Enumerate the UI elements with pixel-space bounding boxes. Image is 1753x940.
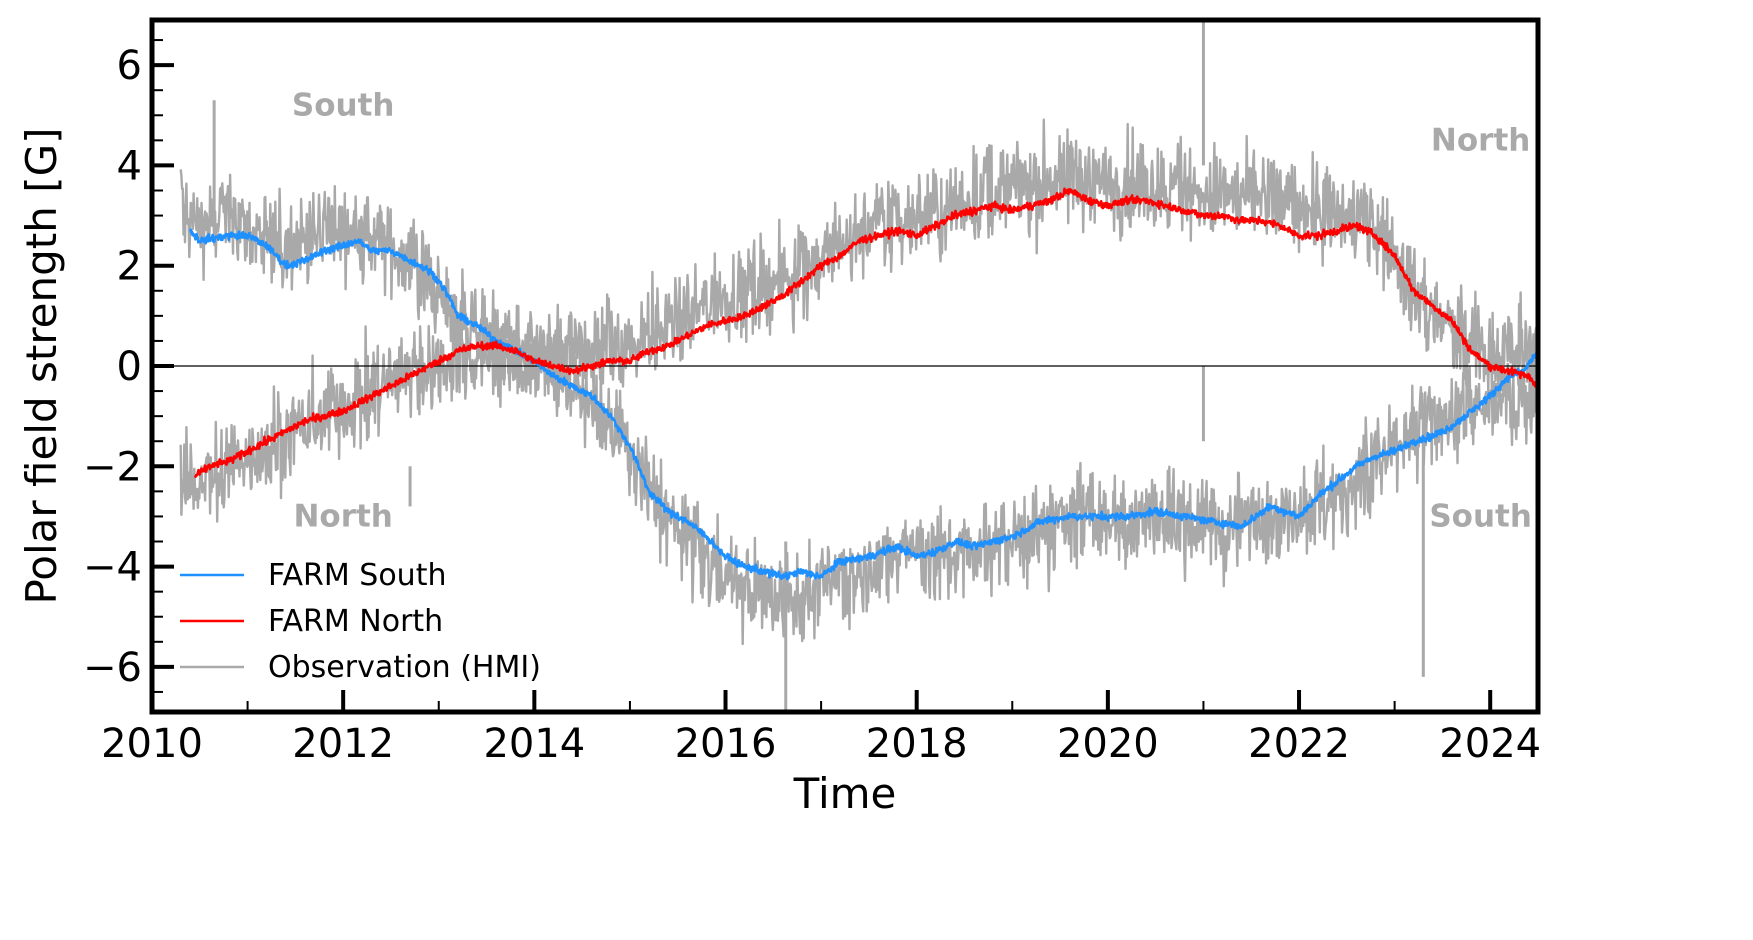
y-tick-label: −2 — [83, 444, 142, 490]
x-tick-label: 2020 — [1057, 721, 1159, 767]
legend-label: FARM South — [268, 558, 446, 593]
observation-lower-trace — [179, 304, 1539, 646]
annotation-south: South — [1429, 498, 1532, 534]
y-axis-label: Polar field strength [G] — [17, 127, 66, 604]
legend-label: FARM North — [268, 604, 443, 639]
hemisphere-annotations: South North North South — [292, 87, 1532, 534]
annotation-south: South — [292, 87, 395, 123]
x-tick-label: 2010 — [101, 721, 203, 767]
x-axis-label: Time — [793, 769, 897, 818]
x-tick-label: 2014 — [483, 721, 585, 767]
annotation-north: North — [1431, 122, 1530, 158]
y-tick-label: 4 — [117, 143, 142, 189]
farm-north-line — [193, 187, 1539, 478]
y-tick-label: −4 — [83, 545, 142, 591]
annotation-north: North — [293, 498, 392, 534]
legend-label: Observation (HMI) — [268, 650, 541, 685]
y-tick-label: 2 — [117, 244, 142, 290]
x-tick-label: 2012 — [292, 721, 394, 767]
x-tick-label: 2024 — [1439, 721, 1541, 767]
farm-south-line — [188, 228, 1540, 581]
y-tick-label: 0 — [117, 344, 142, 390]
farm-north-series — [193, 187, 1539, 478]
x-tick-label: 2018 — [866, 721, 968, 767]
y-tick-label: −6 — [83, 645, 142, 691]
y-tick-label: 6 — [117, 43, 142, 89]
x-tick-label: 2022 — [1248, 721, 1350, 767]
farm-south-series — [188, 228, 1540, 581]
x-tick-label: 2016 — [675, 721, 777, 767]
legend: FARM South FARM North Observation (HMI) — [180, 558, 541, 685]
axes: 2010 2012 2014 2016 2018 2020 2022 2024 6 4 2 0 −2 −4… — [83, 17, 1541, 767]
